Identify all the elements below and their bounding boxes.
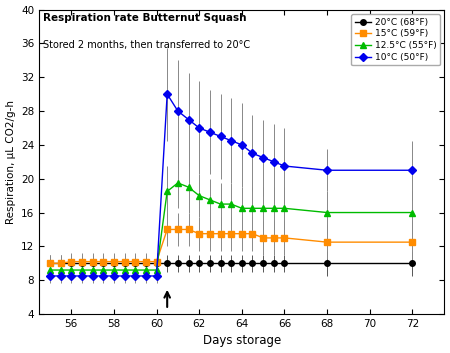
Y-axis label: Respiration, μL CO2/g-h: Respiration, μL CO2/g-h	[5, 100, 16, 224]
Text: Stored 2 months, then transferred to 20°C: Stored 2 months, then transferred to 20°…	[43, 40, 250, 50]
Text: Respiration rate Butternut Squash: Respiration rate Butternut Squash	[43, 13, 247, 23]
Legend: 20°C (68°F), 15°C (59°F), 12.5°C (55°F), 10°C (50°F): 20°C (68°F), 15°C (59°F), 12.5°C (55°F),…	[351, 14, 440, 65]
X-axis label: Days storage: Days storage	[202, 334, 281, 347]
